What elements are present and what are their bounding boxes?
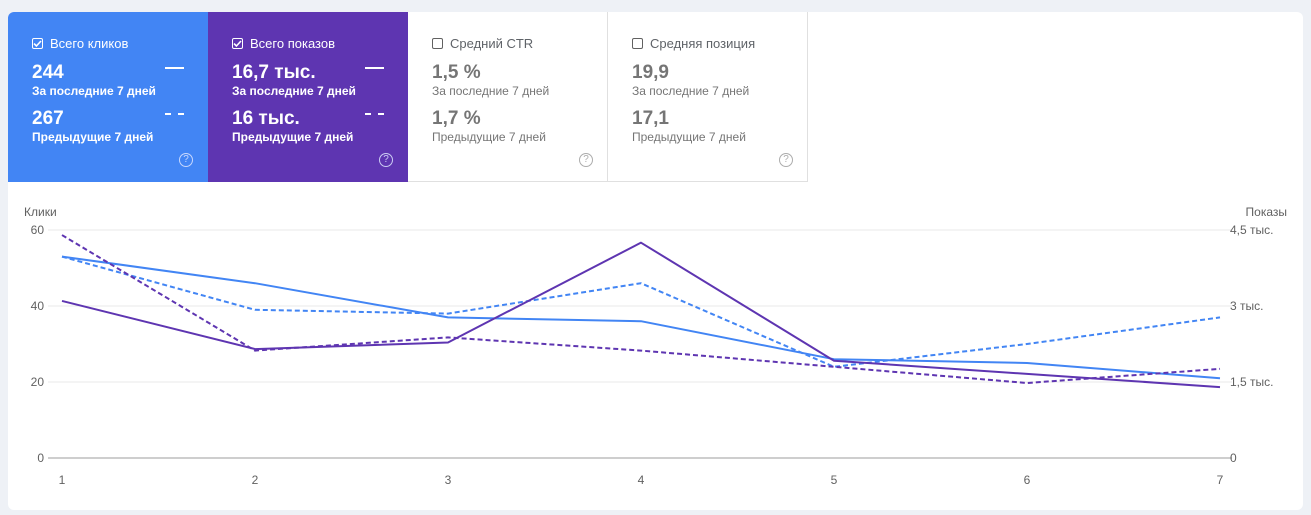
card-label: Всего показов <box>250 36 335 51</box>
checkbox-checked-icon[interactable] <box>32 38 43 49</box>
value-current: 244 <box>32 62 64 83</box>
period-current: За последние 7 дней <box>232 84 356 98</box>
x-tick-label: 4 <box>638 473 645 487</box>
y-tick-right-label: 0 <box>1230 451 1237 465</box>
y-tick-left-label: 60 <box>31 223 45 237</box>
x-tick-label: 5 <box>831 473 838 487</box>
series-line-left-dashed <box>61 255 1221 368</box>
value-previous: 16 тыс. <box>232 108 300 129</box>
series-line-left-solid <box>61 255 1221 380</box>
x-tick-label: 6 <box>1024 473 1031 487</box>
value-previous: 17,1 <box>632 108 669 129</box>
help-icon[interactable]: ? <box>579 153 593 167</box>
checkbox-unchecked-icon[interactable] <box>432 38 443 49</box>
performance-chart: 0 0 20 1,5 тыс. 40 3 тыс. 60 4,5 тыс. 1 2 3 4 5 6 7 Кл… <box>24 205 1287 487</box>
card-header: Средняя позиция <box>632 36 755 51</box>
card-label: Средний CTR <box>450 36 534 51</box>
checkbox-unchecked-icon[interactable] <box>632 38 643 49</box>
card-average-ctr[interactable]: Средний CTR 1,5 % За последние 7 дней 1,… <box>408 12 608 182</box>
period-previous: Предыдущие 7 дней <box>432 130 546 144</box>
solid-line-legend-icon <box>365 67 384 69</box>
period-previous: Предыдущие 7 дней <box>632 130 746 144</box>
x-tick-label: 3 <box>445 473 452 487</box>
y-tick-left-label: 20 <box>31 375 45 389</box>
metric-cards: Всего кликов 244 За последние 7 дней 267… <box>8 12 808 182</box>
dashed-line-legend-icon <box>365 113 384 115</box>
help-icon[interactable]: ? <box>779 153 793 167</box>
card-label: Всего кликов <box>50 36 129 51</box>
y-axis-left-label: Клики <box>24 205 57 219</box>
series-line-right-dashed <box>61 234 1221 385</box>
y-tick-right-label: 4,5 тыс. <box>1230 223 1273 237</box>
series-line-right-solid <box>61 241 1221 389</box>
solid-line-legend-icon <box>165 67 184 69</box>
card-average-position[interactable]: Средняя позиция 19,9 За последние 7 дней… <box>608 12 808 182</box>
card-header: Средний CTR <box>432 36 533 51</box>
y-tick-right-label: 3 тыс. <box>1230 299 1263 313</box>
help-icon[interactable]: ? <box>379 153 393 167</box>
card-total-impressions[interactable]: Всего показов 16,7 тыс. За последние 7 д… <box>208 12 408 182</box>
x-tick-label: 2 <box>252 473 259 487</box>
y-tick-left-label: 0 <box>37 451 44 465</box>
value-previous: 267 <box>32 108 64 129</box>
y-axis-right-label: Показы <box>1246 205 1287 219</box>
value-previous: 1,7 % <box>432 108 481 129</box>
card-header: Всего показов <box>232 36 335 51</box>
checkbox-checked-icon[interactable] <box>232 38 243 49</box>
y-tick-right-label: 1,5 тыс. <box>1230 375 1273 389</box>
period-previous: Предыдущие 7 дней <box>32 130 154 144</box>
help-icon[interactable]: ? <box>179 153 193 167</box>
period-current: За последние 7 дней <box>632 84 750 98</box>
x-tick-label: 7 <box>1217 473 1224 487</box>
chart-lines <box>61 234 1221 389</box>
dashed-line-legend-icon <box>165 113 184 115</box>
value-current: 16,7 тыс. <box>232 62 316 83</box>
value-current: 19,9 <box>632 62 669 83</box>
chart-ticks: 0 0 20 1,5 тыс. 40 3 тыс. 60 4,5 тыс. 1 2 3 4 5 6 7 <box>31 223 1274 487</box>
chart-grid <box>48 229 1232 459</box>
card-total-clicks[interactable]: Всего кликов 244 За последние 7 дней 267… <box>8 12 208 182</box>
period-current: За последние 7 дней <box>32 84 156 98</box>
period-previous: Предыдущие 7 дней <box>232 130 354 144</box>
y-tick-left-label: 40 <box>31 299 45 313</box>
period-current: За последние 7 дней <box>432 84 550 98</box>
value-current: 1,5 % <box>432 62 481 83</box>
card-label: Средняя позиция <box>650 36 756 51</box>
performance-panel: Всего кликов 244 За последние 7 дней 267… <box>8 12 1303 510</box>
x-tick-label: 1 <box>59 473 66 487</box>
card-header: Всего кликов <box>32 36 128 51</box>
